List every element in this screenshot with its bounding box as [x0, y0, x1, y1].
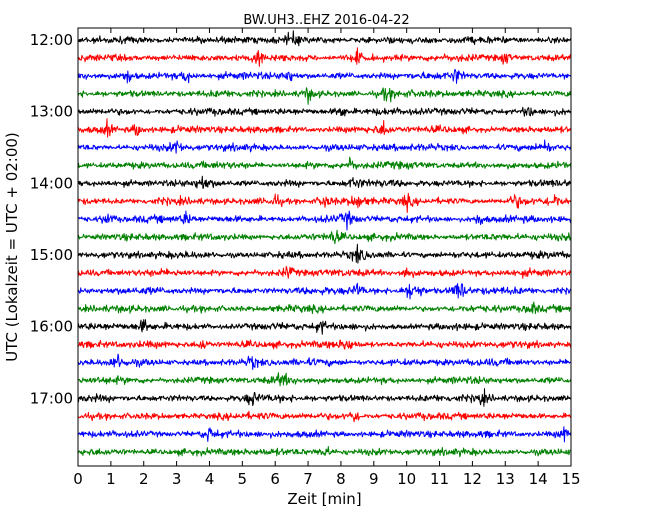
trace-row-1615: [78, 339, 571, 350]
x-tick-label: 4: [205, 470, 215, 488]
trace-row-1445: [78, 229, 571, 245]
x-tick-label: 12: [463, 470, 482, 488]
y-tick-label: 13:00: [30, 103, 73, 121]
y-tick-label: 16:00: [30, 318, 73, 336]
seismogram-traces: [78, 30, 571, 458]
trace-row-1400: [78, 175, 571, 189]
chart-title: BW.UH3..EHZ 2016-04-22: [243, 13, 409, 28]
trace-row-1215: [78, 47, 571, 67]
x-tick-label: 11: [430, 470, 449, 488]
y-tick-label: 17:00: [30, 389, 73, 407]
x-tick-label: 13: [496, 470, 515, 488]
x-tick-label: 8: [336, 470, 346, 488]
trace-row-1645: [78, 372, 571, 387]
trace-row-1415: [78, 192, 571, 213]
y-tick-label: 12:00: [30, 31, 73, 49]
trace-row-1515: [78, 265, 571, 279]
x-tick-label: 14: [529, 470, 548, 488]
trace-row-1200: [78, 30, 571, 47]
x-tick-label: 1: [106, 470, 116, 488]
y-axis: 12:00 13:00 14:00 15:00 16:00 17:00: [30, 31, 571, 407]
x-axis-label: Zeit [min]: [287, 490, 361, 508]
trace-row-1700: [78, 388, 571, 407]
plot-frame: [77, 27, 572, 467]
trace-row-1330: [78, 139, 571, 154]
y-tick-label: 15:00: [30, 246, 73, 264]
trace-row-1345: [78, 156, 571, 171]
trace-row-1530: [78, 282, 571, 300]
trace-row-1245: [78, 87, 571, 105]
trace-row-1430: [78, 210, 571, 231]
x-axis: 0 1 2 3 4 5 6 7 8 9 10 11 12 13 14 15: [73, 28, 581, 488]
trace-row-1300: [78, 106, 571, 117]
trace-row-1500: [78, 243, 571, 264]
trace-row-1730: [78, 426, 571, 443]
trace-row-1230: [78, 68, 571, 84]
trace-row-1630: [78, 353, 571, 370]
x-tick-label: 10: [397, 470, 416, 488]
y-tick-label: 14:00: [30, 174, 73, 192]
x-tick-label: 9: [369, 470, 379, 488]
trace-row-1315: [78, 118, 571, 138]
trace-row-1715: [78, 410, 571, 423]
x-tick-label: 6: [270, 470, 280, 488]
trace-row-1600: [78, 319, 571, 335]
x-tick-label: 15: [561, 470, 580, 488]
y-axis-label: UTC (Lokalzeit = UTC + 02:00): [3, 132, 21, 362]
trace-row-1745: [78, 446, 571, 458]
x-tick-label: 0: [73, 470, 83, 488]
trace-row-1545: [78, 301, 571, 315]
x-tick-label: 2: [139, 470, 149, 488]
x-tick-label: 5: [238, 470, 248, 488]
x-tick-label: 3: [172, 470, 182, 488]
x-tick-label: 7: [303, 470, 313, 488]
